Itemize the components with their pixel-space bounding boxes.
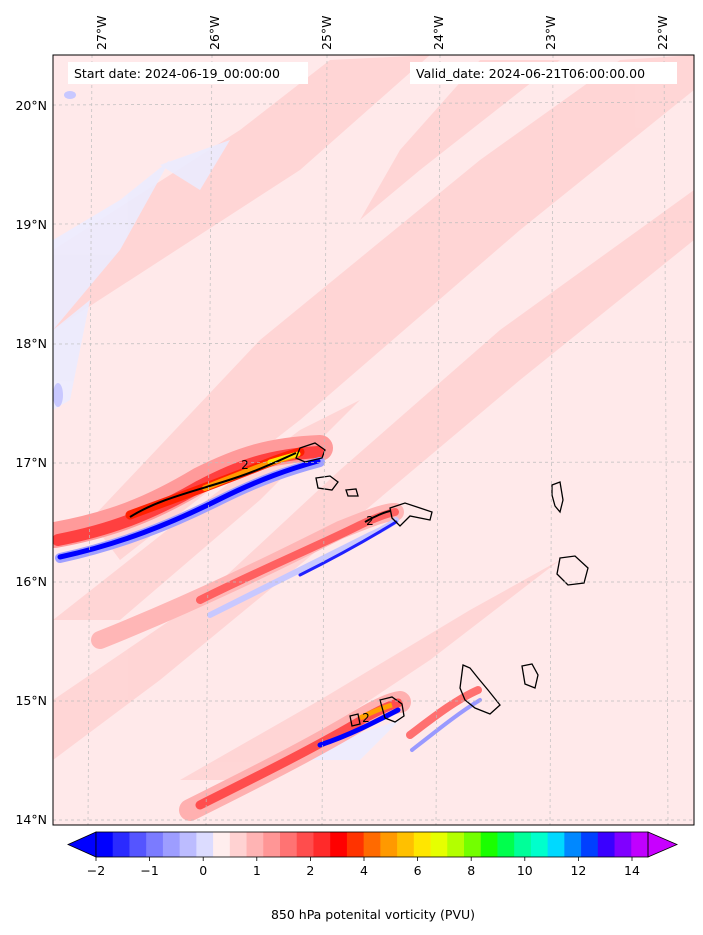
colorbar-cell <box>246 832 264 857</box>
small-negative-spots <box>53 91 76 407</box>
start-date-box <box>68 62 308 84</box>
colorbar-cell <box>96 832 114 857</box>
colorbar-cell <box>413 832 432 857</box>
colorbar-cell <box>162 832 181 857</box>
latitude-labels: 20°N 19°N 18°N 17°N 16°N 15°N 14°N <box>15 98 47 827</box>
colorbar: −2 −1 0 1 2 4 6 8 10 12 14 850 hPa potenital vorti… <box>67 831 679 922</box>
colorbar-cell <box>430 832 448 857</box>
lon-label-23w: 23°W <box>543 15 558 50</box>
lon-label-26w: 26°W <box>207 15 222 50</box>
colorbar-cell <box>530 832 549 857</box>
lat-label-14n: 14°N <box>15 812 47 827</box>
map-panel: 2 2 2 Start date: 2024-06-19_00:00:00 Va… <box>53 55 694 825</box>
colorbar-cells <box>96 832 649 857</box>
colorbar-cell <box>497 832 515 857</box>
gridlines <box>53 55 694 825</box>
colorbar-frame <box>95 831 649 858</box>
valid-date-label: Valid_date: 2024-06-21T06:00:00.00 <box>416 66 645 81</box>
valid-date-box <box>410 62 677 84</box>
colorbar-cell <box>296 832 314 857</box>
lon-label-27w: 27°W <box>94 15 109 50</box>
colorbar-cell <box>614 832 632 857</box>
contour-label-middle: 2 <box>366 514 374 528</box>
lon-label-24w: 24°W <box>431 15 446 50</box>
colorbar-tick-label: 4 <box>360 863 368 878</box>
colorbar-over-arrow <box>647 831 679 858</box>
colorbar-label: 850 hPa potenital vorticity (PVU) <box>271 907 475 922</box>
colorbar-tick-label: −2 <box>87 863 105 878</box>
northern-filament <box>53 435 333 563</box>
colorbar-under-arrow <box>67 831 97 858</box>
colorbar-cell <box>397 832 415 857</box>
colorbar-cell <box>179 832 197 857</box>
colorbar-cell <box>380 832 398 857</box>
lon-label-22w: 22°W <box>655 15 670 50</box>
colorbar-cell <box>146 832 164 857</box>
colorbar-cell <box>280 832 298 857</box>
colorbar-cell <box>480 832 498 857</box>
southern-filament <box>179 686 482 821</box>
colorbar-tick-label: 8 <box>467 863 475 878</box>
colorbar-tick-label: 12 <box>570 863 586 878</box>
colorbar-cell <box>547 832 565 857</box>
colorbar-cell <box>129 832 147 857</box>
longitude-labels: 27°W 26°W 25°W 24°W 23°W 22°W <box>94 15 670 50</box>
lon-label-25w: 25°W <box>319 15 334 50</box>
colorbar-cell <box>464 832 482 857</box>
colorbar-cell <box>597 832 616 857</box>
colorbar-cell <box>112 832 130 857</box>
middle-filament <box>91 503 404 649</box>
colorbar-ticks: −2 −1 0 1 2 4 6 8 10 12 14 <box>87 857 640 878</box>
colorbar-cell <box>229 832 248 857</box>
colorbar-cell <box>447 832 465 857</box>
lat-label-18n: 18°N <box>15 336 47 351</box>
colorbar-cell <box>346 832 365 857</box>
start-date-label: Start date: 2024-06-19_00:00:00 <box>74 66 280 81</box>
colorbar-tick-label: 2 <box>306 863 314 878</box>
lat-label-17n: 17°N <box>15 455 47 470</box>
colorbar-cell <box>631 832 649 857</box>
colorbar-tick-label: 14 <box>624 863 640 878</box>
colorbar-cell <box>263 832 281 857</box>
island-outlines <box>295 442 589 727</box>
colorbar-tick-label: 1 <box>253 863 261 878</box>
lat-label-15n: 15°N <box>15 693 47 708</box>
lat-label-20n: 20°N <box>15 98 47 113</box>
contour-label-north: 2 <box>241 458 249 472</box>
colorbar-tick-label: 0 <box>199 863 207 878</box>
lat-label-16n: 16°N <box>15 574 47 589</box>
colorbar-tick-label: 6 <box>414 863 422 878</box>
colorbar-cell <box>330 832 348 857</box>
colorbar-cell <box>514 832 532 857</box>
lat-label-19n: 19°N <box>15 217 47 232</box>
colorbar-cell <box>363 832 381 857</box>
map-frame <box>52 54 695 826</box>
colorbar-cell <box>581 832 599 857</box>
colorbar-tick-label: −1 <box>140 863 158 878</box>
colorbar-cell <box>213 832 231 857</box>
colorbar-tick-label: 10 <box>517 863 533 878</box>
colorbar-cell <box>313 832 331 857</box>
colorbar-cell <box>196 832 214 857</box>
contour-label-south: 2 <box>362 711 370 725</box>
colorbar-cell <box>564 832 582 857</box>
